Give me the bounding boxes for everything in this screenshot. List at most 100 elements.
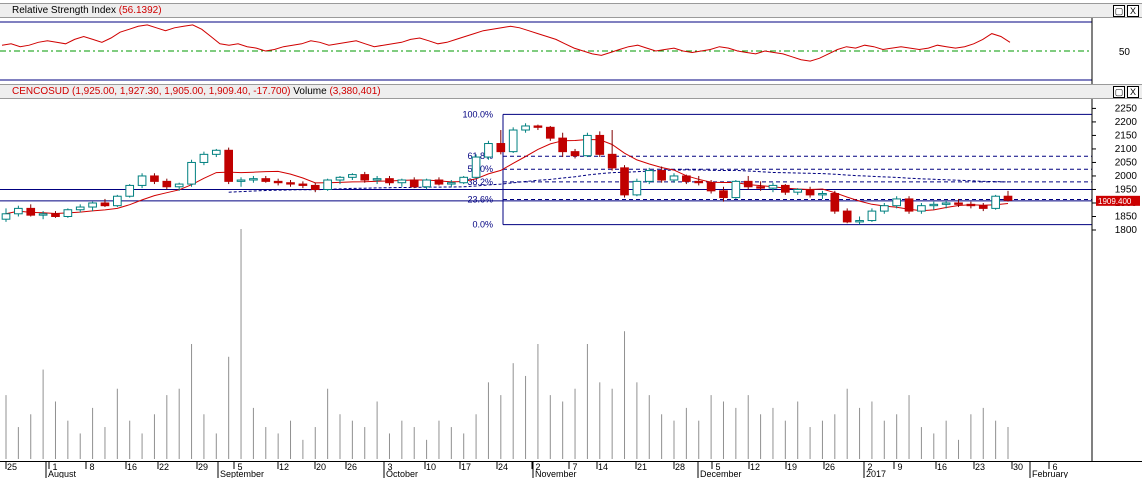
candle-body bbox=[446, 182, 456, 185]
x-axis-day-label: 19 bbox=[787, 462, 797, 472]
x-axis-month-label: November bbox=[535, 469, 577, 478]
candle-body bbox=[768, 184, 778, 189]
x-axis-day-label: 28 bbox=[675, 462, 685, 472]
rsi-close-button[interactable]: X bbox=[1127, 5, 1139, 17]
x-axis-day-label: 3 bbox=[387, 462, 392, 472]
candle-body bbox=[941, 202, 951, 205]
x-axis-bg bbox=[0, 461, 1142, 478]
x-axis-month-label: August bbox=[48, 469, 77, 478]
candle-body bbox=[508, 129, 518, 153]
candle-body bbox=[397, 179, 407, 184]
price-axis-label: 2150 bbox=[1115, 130, 1138, 141]
candle-body bbox=[471, 156, 481, 178]
candle-body bbox=[100, 202, 110, 207]
x-axis-day-label: 14 bbox=[598, 462, 608, 472]
x-axis-day-label: 5 bbox=[715, 462, 720, 472]
x-axis-day-label: 12 bbox=[750, 462, 760, 472]
fib-level-label: 0.0% bbox=[472, 220, 493, 230]
price-axis-label: 2200 bbox=[1115, 117, 1138, 128]
fib-level-label: 23.6% bbox=[467, 194, 493, 204]
candle-body bbox=[434, 179, 444, 185]
candle-body bbox=[310, 184, 320, 190]
price-close-button[interactable]: X bbox=[1127, 86, 1139, 98]
candle-body bbox=[385, 178, 394, 184]
x-axis-day-label: 22 bbox=[159, 462, 169, 472]
candle-body bbox=[211, 149, 221, 155]
candle-body bbox=[954, 202, 963, 205]
x-axis-day-label: 25 bbox=[7, 462, 17, 472]
candle-body bbox=[88, 202, 97, 208]
x-axis-day-label: 5 bbox=[237, 462, 242, 472]
candle-body bbox=[372, 178, 382, 181]
x-axis-day-label: 10 bbox=[426, 462, 436, 472]
x-axis-day-label: 9 bbox=[897, 462, 902, 472]
x-axis: 25 1 8 16 22 29 5 12 20 26 3 10 17 24 2 7 14 21 28 5 12 19 26 2… bbox=[0, 461, 1142, 478]
x-axis-month-label: September bbox=[220, 469, 264, 478]
x-axis-day-label: 7 bbox=[572, 462, 577, 472]
candle-body bbox=[719, 190, 728, 199]
price-axis-label: 1950 bbox=[1115, 184, 1138, 195]
long-moving-average bbox=[228, 169, 1009, 193]
x-axis-day-label: 12 bbox=[279, 462, 289, 472]
candle-body bbox=[174, 183, 184, 188]
x-axis-month-label: February bbox=[1032, 469, 1069, 478]
price-restore-button[interactable]: ▢ bbox=[1113, 86, 1125, 98]
rsi-axis-label: 50 bbox=[1119, 47, 1131, 58]
x-axis-day-label: 26 bbox=[347, 462, 357, 472]
rsi-line bbox=[1, 24, 1011, 62]
fib-level-label: 100.0% bbox=[462, 109, 493, 119]
candle-body bbox=[706, 182, 716, 192]
x-axis-day-label: 21 bbox=[637, 462, 647, 472]
x-axis-day-label: 17 bbox=[461, 462, 471, 472]
price-chart: 100.0%61.8%50.0%38.2%23.6%0.0%2250220021… bbox=[0, 99, 1140, 461]
candle-body bbox=[669, 175, 679, 181]
price-axis-label: 2000 bbox=[1115, 171, 1138, 182]
candle-body bbox=[484, 143, 493, 158]
current-price-tag-bg bbox=[1096, 195, 1140, 206]
x-axis-day-label: 2 bbox=[535, 462, 540, 472]
candle-body bbox=[682, 175, 691, 182]
x-axis-day-label: 26 bbox=[825, 462, 835, 472]
candle-body bbox=[199, 153, 209, 163]
candle-body bbox=[409, 179, 419, 188]
candle-body bbox=[570, 151, 580, 157]
price-axis-label: 1800 bbox=[1115, 225, 1138, 236]
candle-body bbox=[38, 213, 48, 216]
x-axis-day-label: 24 bbox=[498, 462, 508, 472]
candle-body bbox=[459, 176, 469, 184]
candle-body bbox=[348, 174, 357, 178]
candle-body bbox=[743, 180, 753, 188]
candle-body bbox=[879, 205, 889, 212]
candle-body bbox=[892, 198, 902, 207]
candle-body bbox=[731, 180, 741, 199]
candle-body bbox=[162, 180, 172, 188]
fib-level-label: 38.2% bbox=[467, 177, 493, 187]
candle-body bbox=[323, 179, 332, 190]
x-axis-day-label: 2 bbox=[867, 462, 872, 472]
candle-body bbox=[904, 198, 914, 212]
candle-body bbox=[694, 180, 704, 184]
candle-body bbox=[360, 174, 370, 181]
candle-body bbox=[978, 205, 988, 209]
candle-body bbox=[867, 210, 877, 222]
candle-body bbox=[150, 175, 159, 182]
price-panel-titlebar: CENCOSUD (1,925.00, 1,927.30, 1,905.00, … bbox=[0, 84, 1142, 99]
price-axis-label: 2250 bbox=[1115, 103, 1138, 114]
candle-body bbox=[125, 184, 135, 197]
candle-body bbox=[780, 184, 790, 193]
candle-body bbox=[14, 207, 23, 215]
fib-level-label: 61.8% bbox=[467, 151, 493, 161]
candle-body bbox=[298, 183, 308, 186]
rsi-value: (56.1392) bbox=[118, 5, 162, 16]
candle-body bbox=[644, 170, 654, 182]
candle-body bbox=[620, 167, 629, 196]
candle-body bbox=[805, 188, 815, 196]
x-axis-day-label: 6 bbox=[1052, 462, 1057, 472]
rsi-restore-button[interactable]: ▢ bbox=[1113, 5, 1125, 17]
candle-body bbox=[657, 170, 666, 181]
candle-body bbox=[991, 195, 1000, 209]
x-axis-day-label: 20 bbox=[316, 462, 326, 472]
x-axis-day-label: 16 bbox=[127, 462, 137, 472]
short-moving-average bbox=[5, 138, 1009, 215]
